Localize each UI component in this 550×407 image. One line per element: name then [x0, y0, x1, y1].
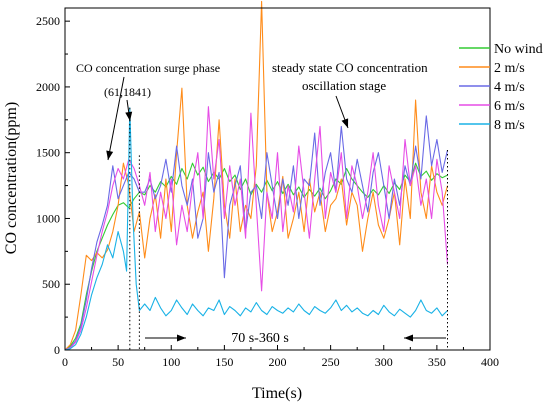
series-lines [64, 0, 449, 351]
x-axis-label: Time(s) [252, 385, 302, 402]
y-axis-label: CO concentration(ppm) [3, 102, 20, 254]
x-tick-label-8: 400 [481, 355, 499, 369]
legend-label-3: 6 m/s [494, 99, 525, 114]
x-tick-label-1: 50 [112, 355, 124, 369]
y-tick-label-1: 500 [42, 277, 60, 291]
x-tick-label-6: 300 [375, 355, 393, 369]
x-tick-label-0: 0 [62, 355, 68, 369]
arrow-interval-left-head [404, 334, 413, 342]
y-tick-label-4: 2000 [36, 80, 60, 94]
x-tick-label-4: 200 [269, 355, 287, 369]
reference-lines [129, 107, 448, 350]
arrow-surge-head [106, 150, 114, 160]
x-tick-label-2: 100 [162, 355, 180, 369]
legend-label-4: 8 m/s [494, 118, 525, 133]
arrow-steady-head [341, 118, 349, 128]
y-tick-label-5: 2500 [36, 14, 60, 28]
annotations: CO concentration surge phase steady stat… [76, 60, 428, 346]
y-tick-label-3: 1500 [36, 146, 60, 160]
annotation-peak-point: (61,1841) [104, 85, 151, 99]
annotation-steady-line1: steady state CO concentration [272, 60, 428, 75]
y-tick-label-2: 1000 [36, 211, 60, 225]
annotation-steady-line2: oscillation stage [302, 78, 386, 93]
annotation-surge-phase: CO concentration surge phase [76, 61, 220, 75]
x-tick-label-5: 250 [322, 355, 340, 369]
x-tick-label-3: 150 [215, 355, 233, 369]
legend-label-1: 2 m/s [494, 61, 525, 76]
y-tick-label-0: 0 [54, 343, 60, 357]
annotation-time-interval: 70 s-360 s [231, 331, 289, 346]
y-axis: 0 500 1000 1500 2000 2500 [36, 14, 70, 357]
arrow-peak-head [125, 111, 133, 121]
annotation-arrows [106, 76, 446, 342]
legend-label-2: 4 m/s [494, 80, 525, 95]
x-axis: 0 50 100 150 200 250 300 350 400 [62, 345, 499, 369]
legend: No wind 2 m/s 4 m/s 6 m/s 8 m/s [459, 42, 543, 133]
legend-label-0: No wind [494, 42, 543, 57]
arrow-interval-right-head [177, 334, 186, 342]
x-tick-label-7: 350 [428, 355, 446, 369]
series-line-4 [64, 107, 448, 351]
arrow-surge-shaft [107, 76, 125, 161]
